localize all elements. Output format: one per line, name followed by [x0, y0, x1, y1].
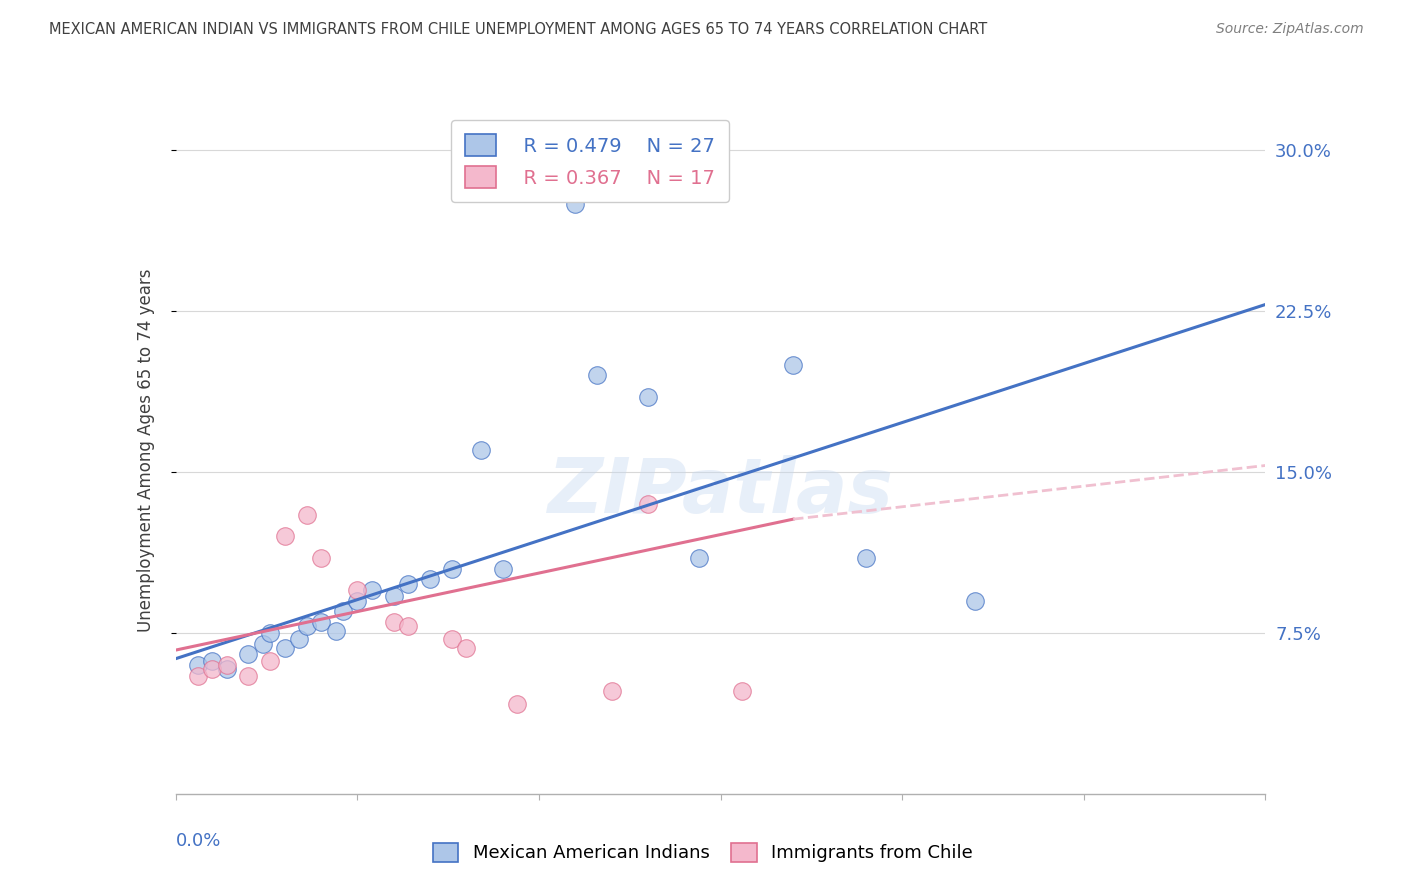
- Point: [215, 658, 238, 673]
- Point: [325, 624, 347, 638]
- Point: [963, 593, 986, 607]
- Point: [396, 619, 419, 633]
- Point: [419, 572, 441, 586]
- Point: [295, 619, 318, 633]
- Point: [274, 529, 297, 543]
- Text: 0.0%: 0.0%: [176, 831, 221, 850]
- Point: [855, 550, 877, 565]
- Point: [259, 654, 281, 668]
- Point: [295, 508, 318, 522]
- Text: ZIPatlas: ZIPatlas: [547, 455, 894, 529]
- Point: [238, 648, 260, 662]
- Point: [346, 593, 368, 607]
- Point: [506, 697, 529, 711]
- Point: [288, 632, 311, 647]
- Point: [470, 443, 492, 458]
- Point: [360, 582, 382, 597]
- Point: [456, 640, 478, 655]
- Point: [346, 582, 368, 597]
- Point: [274, 640, 297, 655]
- Point: [637, 497, 659, 511]
- Y-axis label: Unemployment Among Ages 65 to 74 years: Unemployment Among Ages 65 to 74 years: [136, 268, 155, 632]
- Point: [332, 604, 354, 618]
- Point: [492, 561, 515, 575]
- Point: [782, 358, 804, 372]
- Point: [201, 662, 224, 676]
- Point: [259, 626, 281, 640]
- Point: [396, 576, 419, 591]
- Point: [586, 368, 609, 383]
- Point: [382, 590, 405, 604]
- Point: [201, 654, 224, 668]
- Point: [440, 632, 463, 647]
- Point: [309, 550, 332, 565]
- Text: MEXICAN AMERICAN INDIAN VS IMMIGRANTS FROM CHILE UNEMPLOYMENT AMONG AGES 65 TO 7: MEXICAN AMERICAN INDIAN VS IMMIGRANTS FR…: [49, 22, 987, 37]
- Point: [309, 615, 332, 630]
- Point: [731, 683, 754, 698]
- Point: [440, 561, 463, 575]
- Legend:   R = 0.479    N = 27,   R = 0.367    N = 17: R = 0.479 N = 27, R = 0.367 N = 17: [451, 120, 728, 202]
- Point: [238, 669, 260, 683]
- Point: [215, 662, 238, 676]
- Legend: Mexican American Indians, Immigrants from Chile: Mexican American Indians, Immigrants fro…: [426, 836, 980, 870]
- Point: [252, 637, 274, 651]
- Point: [186, 669, 209, 683]
- Point: [382, 615, 405, 630]
- Point: [564, 196, 586, 211]
- Point: [637, 390, 659, 404]
- Point: [600, 683, 623, 698]
- Text: Source: ZipAtlas.com: Source: ZipAtlas.com: [1216, 22, 1364, 37]
- Point: [186, 658, 209, 673]
- Point: [688, 550, 710, 565]
